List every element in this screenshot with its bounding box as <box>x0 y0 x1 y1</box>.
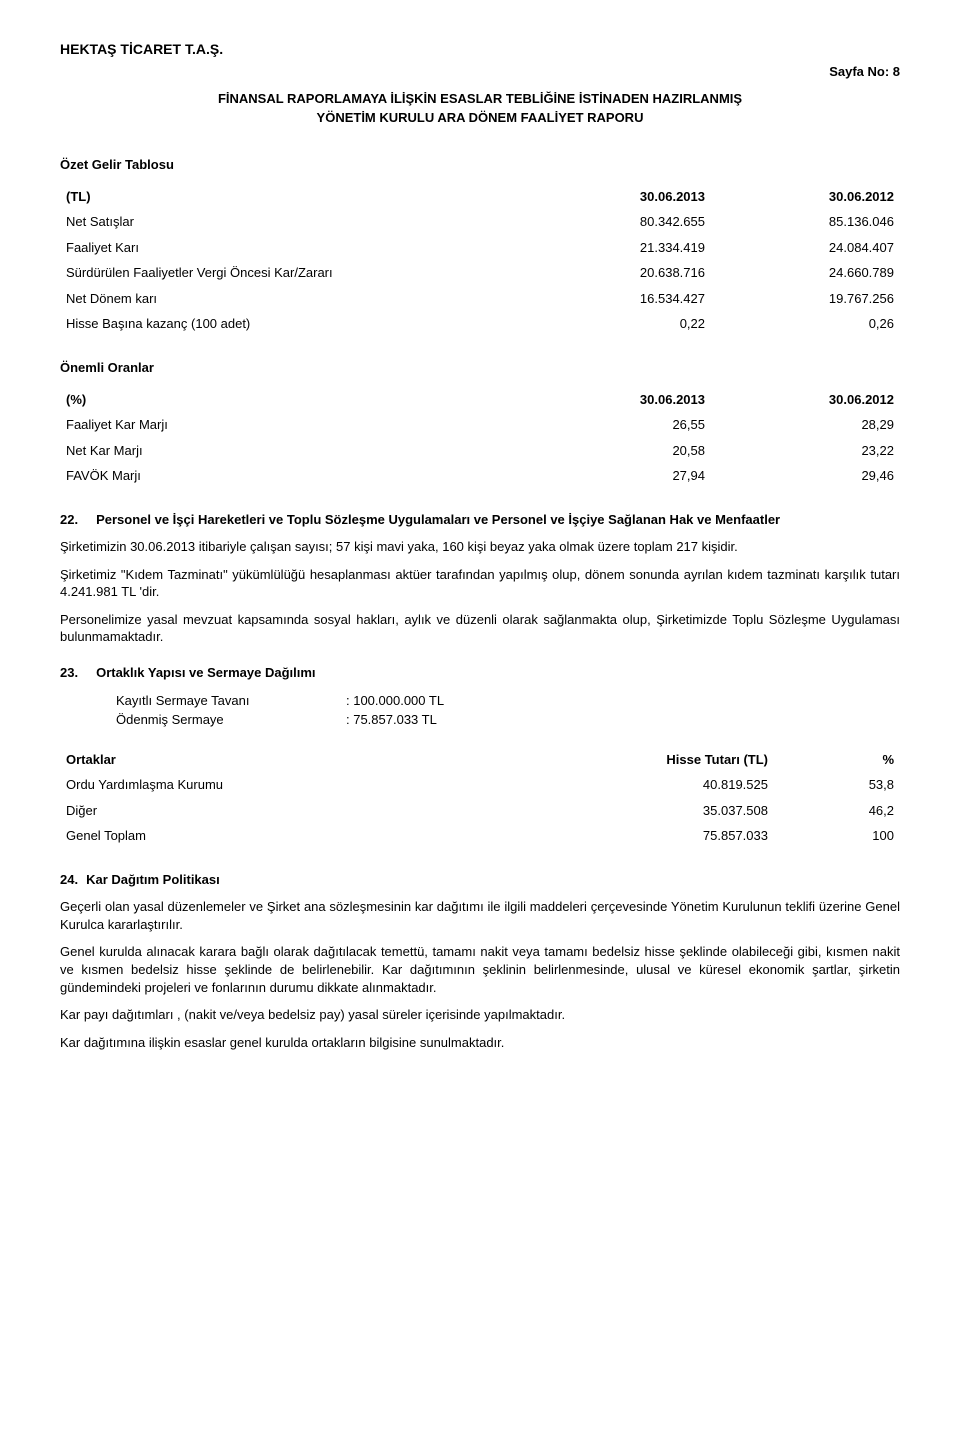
ratios-header-2013: 30.06.2013 <box>522 387 711 413</box>
ratios-header-2012: 30.06.2012 <box>711 387 900 413</box>
income-row-v2: 85.136.046 <box>711 209 900 235</box>
income-row-v1: 16.534.427 <box>522 286 711 312</box>
partner-amount: 40.819.525 <box>522 772 774 798</box>
doc-title-line1: FİNANSAL RAPORLAMAYA İLİŞKİN ESASLAR TEB… <box>218 91 742 106</box>
section-24-title: Kar Dağıtım Politikası <box>86 871 220 889</box>
section-24-paragraph-1: Geçerli olan yasal düzenlemeler ve Şirke… <box>60 898 900 933</box>
doc-title-line2: YÖNETİM KURULU ARA DÖNEM FAALİYET RAPORU <box>317 110 644 125</box>
income-section-title: Özet Gelir Tablosu <box>60 156 900 174</box>
income-row-v1: 0,22 <box>522 311 711 337</box>
table-row: Diğer 35.037.508 46,2 <box>60 798 900 824</box>
section-24-number: 24. <box>60 871 78 889</box>
ratios-row-v2: 23,22 <box>711 438 900 464</box>
income-row-label: Hisse Başına kazanç (100 adet) <box>60 311 522 337</box>
table-header-row: (TL) 30.06.2013 30.06.2012 <box>60 184 900 210</box>
table-row: Net Dönem karı 16.534.427 19.767.256 <box>60 286 900 312</box>
section-22-number: 22. <box>60 511 78 529</box>
section-22-paragraph-3: Personelimize yasal mevzuat kapsamında s… <box>60 611 900 646</box>
table-row: Genel Toplam 75.857.033 100 <box>60 823 900 849</box>
section-24-paragraph-3: Kar payı dağıtımları , (nakit ve/veya be… <box>60 1006 900 1024</box>
ratios-row-v1: 20,58 <box>522 438 711 464</box>
partner-pct: 46,2 <box>774 798 900 824</box>
page-number: Sayfa No: 8 <box>60 63 900 81</box>
income-header-2013: 30.06.2013 <box>522 184 711 210</box>
partners-header-name: Ortaklar <box>60 747 522 773</box>
table-row: FAVÖK Marjı 27,94 29,46 <box>60 463 900 489</box>
ratios-row-label: Net Kar Marjı <box>60 438 522 464</box>
income-row-v2: 19.767.256 <box>711 286 900 312</box>
partner-amount: 35.037.508 <box>522 798 774 824</box>
income-header-label: (TL) <box>60 184 522 210</box>
section-23-title: Ortaklık Yapısı ve Sermaye Dağılımı <box>96 664 315 682</box>
income-row-label: Net Dönem karı <box>60 286 522 312</box>
section-24-heading: 24. Kar Dağıtım Politikası <box>60 871 900 889</box>
partner-name: Genel Toplam <box>60 823 522 849</box>
income-row-v2: 0,26 <box>711 311 900 337</box>
table-row: Sürdürülen Faaliyetler Vergi Öncesi Kar/… <box>60 260 900 286</box>
partner-name: Diğer <box>60 798 522 824</box>
ratios-table: (%) 30.06.2013 30.06.2012 Faaliyet Kar M… <box>60 387 900 489</box>
table-row: Hisse Başına kazanç (100 adet) 0,22 0,26 <box>60 311 900 337</box>
section-24-paragraph-4: Kar dağıtımına ilişkin esaslar genel kur… <box>60 1034 900 1052</box>
ratios-row-v1: 27,94 <box>522 463 711 489</box>
ratios-row-v1: 26,55 <box>522 412 711 438</box>
paid-capital-label: Ödenmiş Sermaye <box>116 711 346 729</box>
income-row-label: Sürdürülen Faaliyetler Vergi Öncesi Kar/… <box>60 260 522 286</box>
income-row-label: Net Satışlar <box>60 209 522 235</box>
registered-capital-row: Kayıtlı Sermaye Tavanı : 100.000.000 TL <box>116 692 900 710</box>
table-row: Faaliyet Kar Marjı 26,55 28,29 <box>60 412 900 438</box>
income-row-label: Faaliyet Karı <box>60 235 522 261</box>
section-23-number: 23. <box>60 664 78 682</box>
document-page: HEKTAŞ TİCARET T.A.Ş. Sayfa No: 8 FİNANS… <box>0 0 960 1435</box>
table-row: Net Satışlar 80.342.655 85.136.046 <box>60 209 900 235</box>
income-row-v1: 21.334.419 <box>522 235 711 261</box>
section-23-heading: 23. Ortaklık Yapısı ve Sermaye Dağılımı <box>60 664 900 682</box>
ratios-row-label: FAVÖK Marjı <box>60 463 522 489</box>
registered-capital-value: : 100.000.000 TL <box>346 692 444 710</box>
document-title: FİNANSAL RAPORLAMAYA İLİŞKİN ESASLAR TEB… <box>60 90 900 128</box>
section-22-paragraph-2: Şirketimiz "Kıdem Tazminatı" yükümlülüğü… <box>60 566 900 601</box>
section-24-paragraph-2: Genel kurulda alınacak karara bağlı olar… <box>60 943 900 996</box>
partner-amount: 75.857.033 <box>522 823 774 849</box>
income-row-v1: 20.638.716 <box>522 260 711 286</box>
table-row: Ordu Yardımlaşma Kurumu 40.819.525 53,8 <box>60 772 900 798</box>
paid-capital-row: Ödenmiş Sermaye : 75.857.033 TL <box>116 711 900 729</box>
partners-header-pct: % <box>774 747 900 773</box>
partners-header-amount: Hisse Tutarı (TL) <box>522 747 774 773</box>
income-table: (TL) 30.06.2013 30.06.2012 Net Satışlar … <box>60 184 900 337</box>
partners-table: Ortaklar Hisse Tutarı (TL) % Ordu Yardım… <box>60 747 900 849</box>
ratios-row-v2: 29,46 <box>711 463 900 489</box>
table-header-row: Ortaklar Hisse Tutarı (TL) % <box>60 747 900 773</box>
partner-name: Ordu Yardımlaşma Kurumu <box>60 772 522 798</box>
income-row-v2: 24.660.789 <box>711 260 900 286</box>
registered-capital-label: Kayıtlı Sermaye Tavanı <box>116 692 346 710</box>
partner-pct: 100 <box>774 823 900 849</box>
section-22-heading: 22. Personel ve İşçi Hareketleri ve Topl… <box>60 511 900 529</box>
table-header-row: (%) 30.06.2013 30.06.2012 <box>60 387 900 413</box>
section-22-paragraph-1: Şirketimizin 30.06.2013 itibariyle çalış… <box>60 538 900 556</box>
ratios-row-v2: 28,29 <box>711 412 900 438</box>
capital-block: Kayıtlı Sermaye Tavanı : 100.000.000 TL … <box>116 692 900 729</box>
table-row: Faaliyet Karı 21.334.419 24.084.407 <box>60 235 900 261</box>
income-header-2012: 30.06.2012 <box>711 184 900 210</box>
table-row: Net Kar Marjı 20,58 23,22 <box>60 438 900 464</box>
ratios-section-title: Önemli Oranlar <box>60 359 900 377</box>
paid-capital-value: : 75.857.033 TL <box>346 711 437 729</box>
ratios-header-label: (%) <box>60 387 522 413</box>
income-row-v2: 24.084.407 <box>711 235 900 261</box>
income-row-v1: 80.342.655 <box>522 209 711 235</box>
section-22-title: Personel ve İşçi Hareketleri ve Toplu Sö… <box>96 511 780 529</box>
ratios-row-label: Faaliyet Kar Marjı <box>60 412 522 438</box>
company-name: HEKTAŞ TİCARET T.A.Ş. <box>60 40 900 59</box>
partner-pct: 53,8 <box>774 772 900 798</box>
